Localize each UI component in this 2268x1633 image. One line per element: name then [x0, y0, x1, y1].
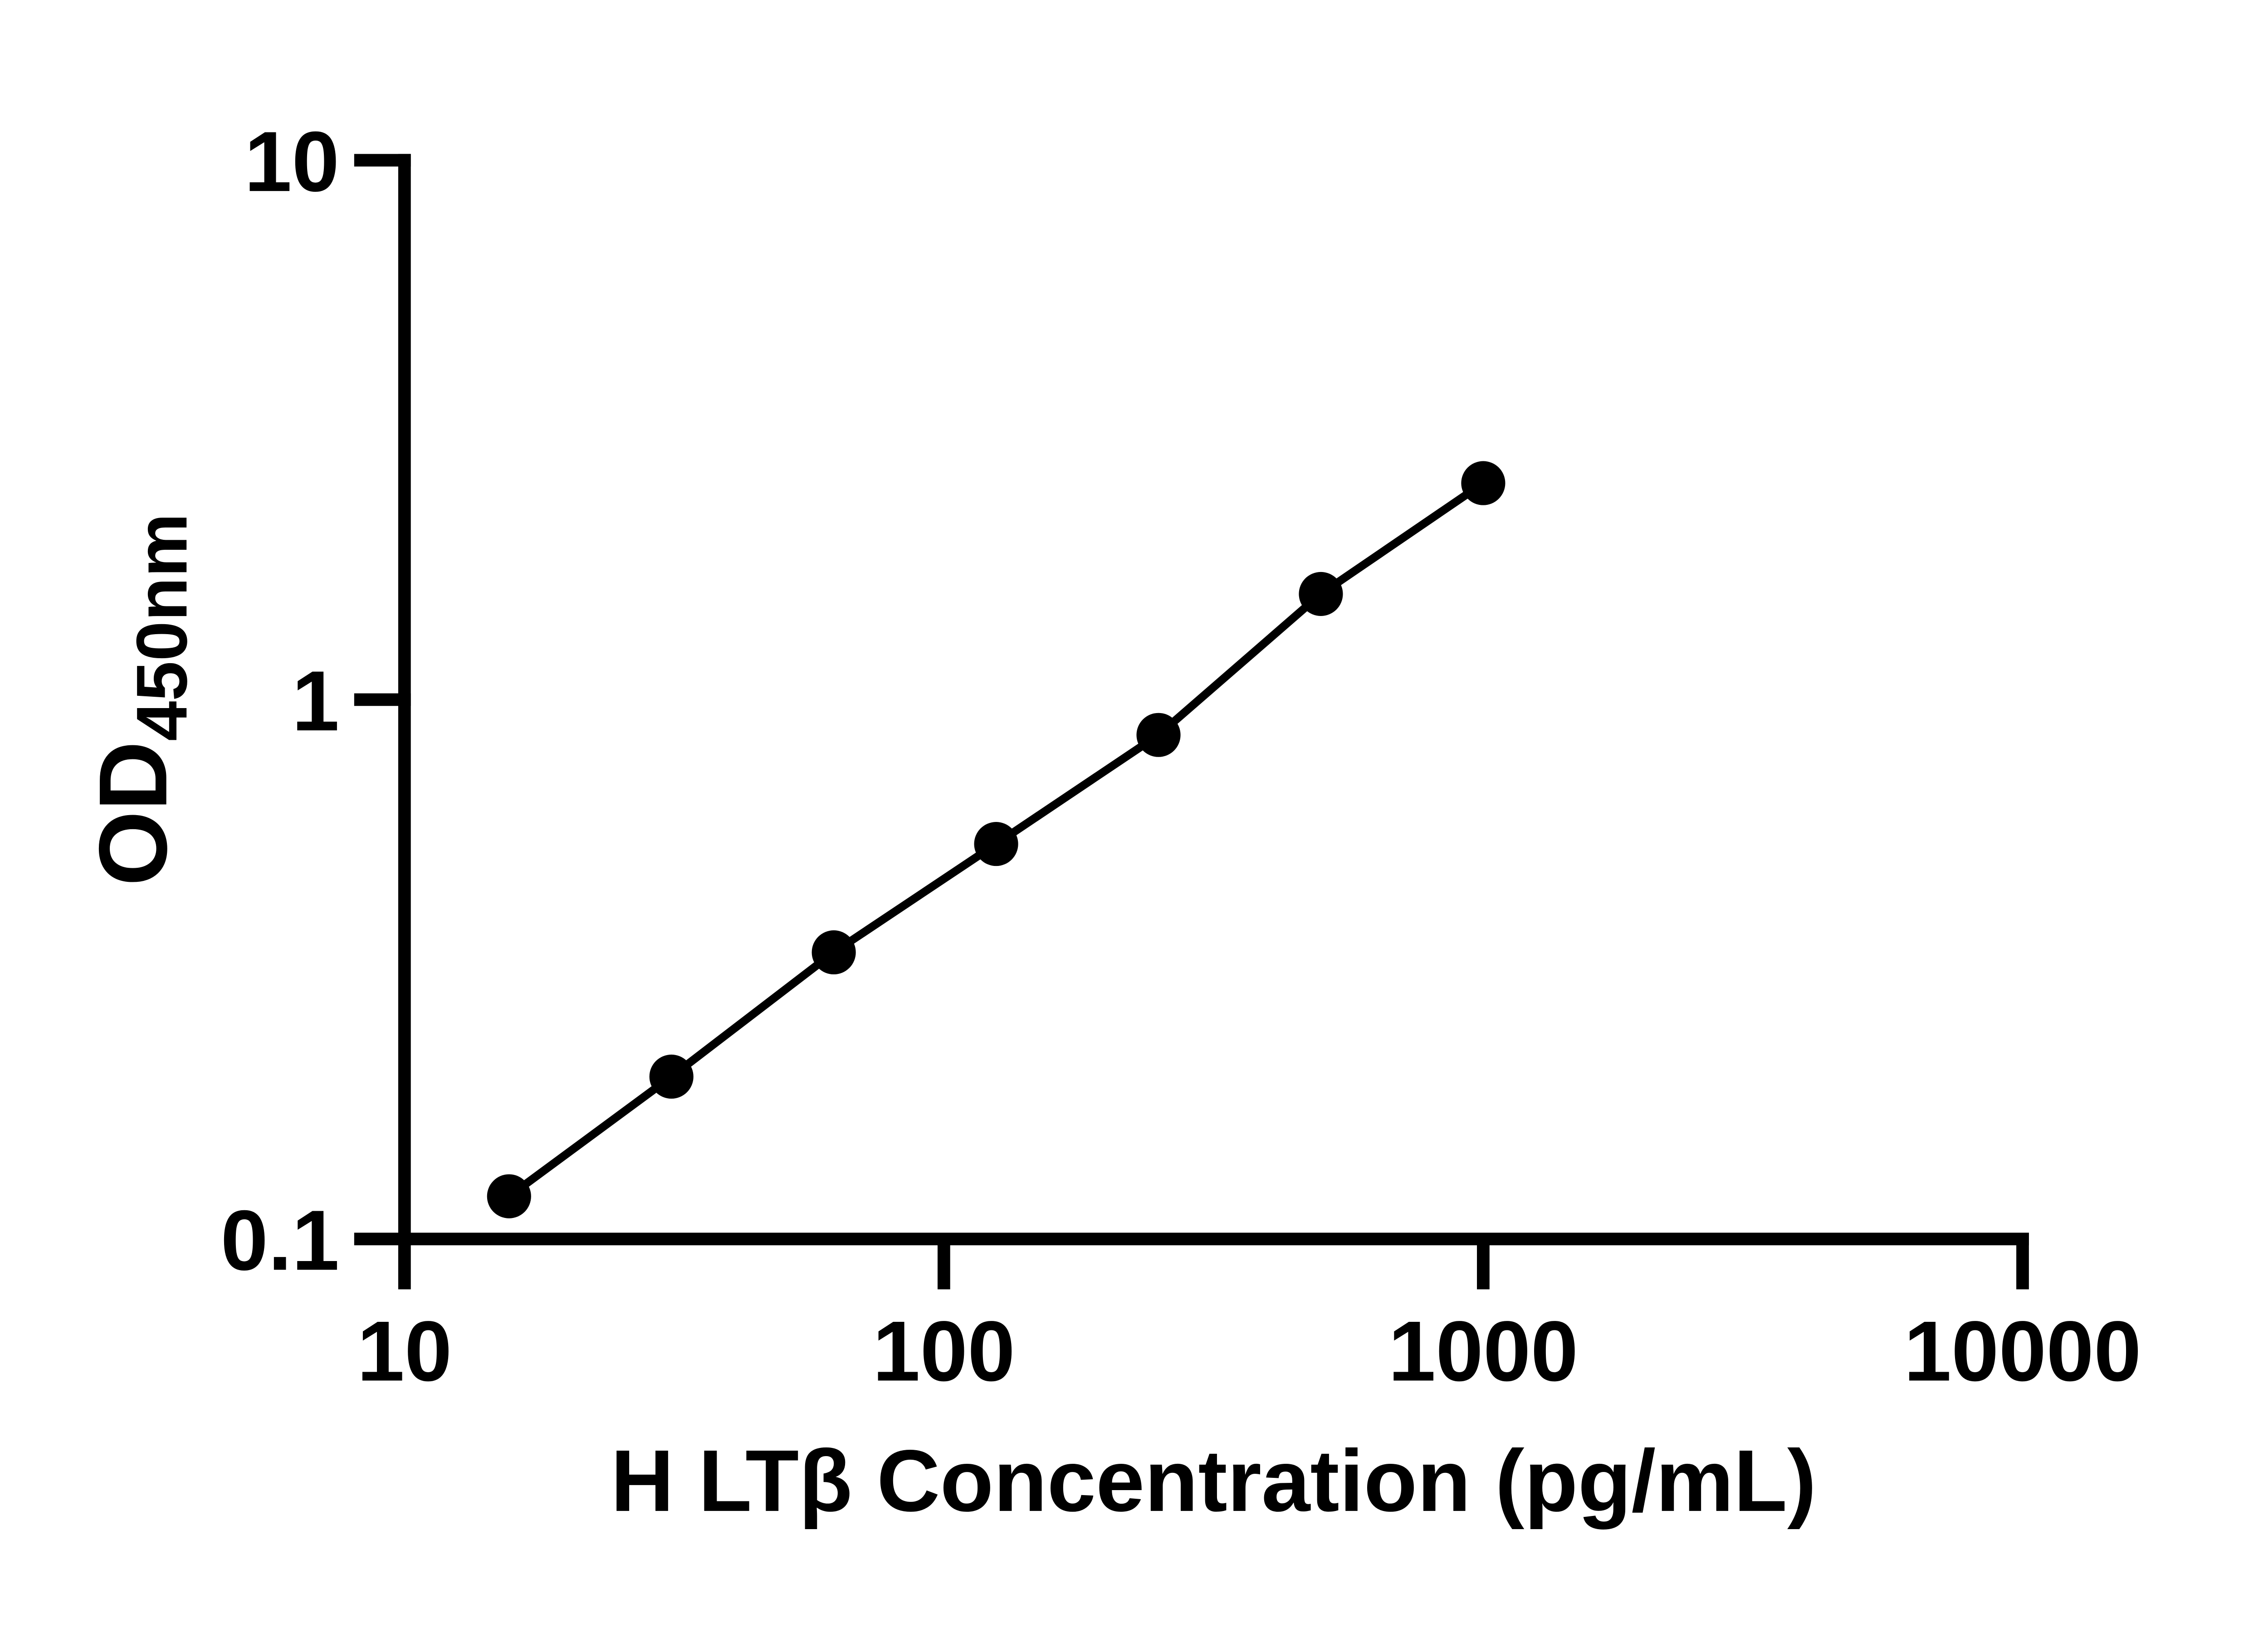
y-tick-label: 0.1	[220, 1193, 339, 1288]
axes	[398, 154, 2029, 1246]
data-point	[811, 930, 856, 975]
x-axis-title: H LTβ Concentration (pg/mL)	[611, 1432, 1816, 1530]
data-point	[1136, 713, 1181, 757]
data-point	[1461, 461, 1505, 505]
x-tick-label: 10	[357, 1304, 452, 1399]
data-point	[974, 822, 1018, 866]
y-tick-label: 10	[244, 114, 339, 209]
y-tick-label: 1	[292, 653, 339, 748]
ticks	[354, 154, 2029, 1290]
x-tick-label: 10000	[1904, 1304, 2141, 1399]
x-tick-label: 1000	[1388, 1304, 1579, 1399]
data-point	[649, 1054, 694, 1099]
y-axis-title-subscript: 450nm	[121, 513, 202, 741]
tick-labels: 0.1 1 10 10 100 1000 10000	[220, 114, 2141, 1398]
data-point	[1299, 572, 1343, 616]
series	[487, 461, 1505, 1218]
data-point	[487, 1174, 531, 1218]
y-axis-title-main: OD	[79, 741, 187, 886]
x-tick-label: 100	[873, 1304, 1015, 1399]
y-axis-title: OD450nm	[79, 513, 202, 886]
svg-text:OD450nm: OD450nm	[79, 513, 202, 886]
